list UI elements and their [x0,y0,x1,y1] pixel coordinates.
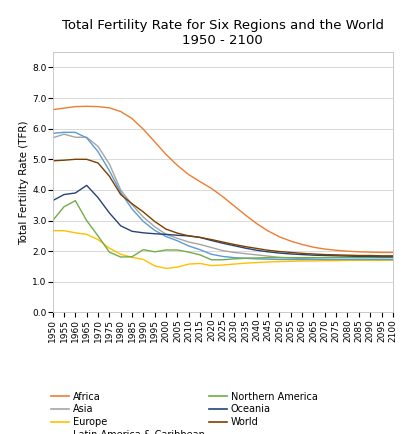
Y-axis label: Total Fertility Rate (TFR): Total Fertility Rate (TFR) [19,120,29,244]
Title: Total Fertility Rate for Six Regions and the World
1950 - 2100: Total Fertility Rate for Six Regions and… [62,19,384,47]
Legend: Africa, Asia, Europe, Latin America & Caribbean, Northern America, Oceania, Worl: Africa, Asia, Europe, Latin America & Ca… [47,388,322,434]
